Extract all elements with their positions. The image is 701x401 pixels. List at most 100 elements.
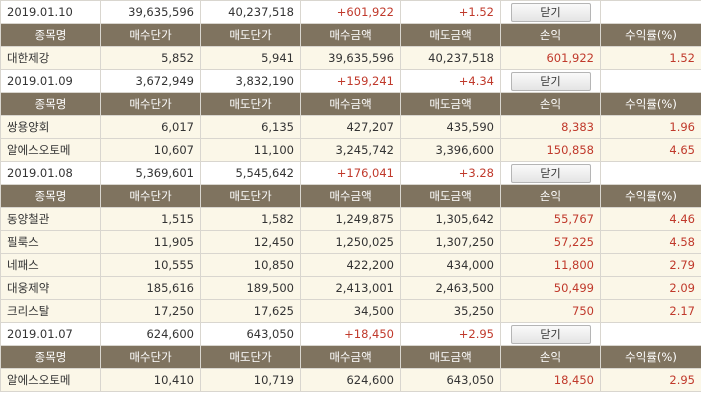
summary-buy-total: 5,369,601 <box>100 161 201 185</box>
summary-date: 2019.01.09 <box>0 69 101 93</box>
date-summary-row: 2019.01.09 3,672,949 3,832,190 +159,241 +4.3… <box>0 69 701 93</box>
sell-price: 6,135 <box>200 115 301 139</box>
sell-amount: 40,237,518 <box>400 46 501 70</box>
return-rate: 1.52 <box>600 46 701 70</box>
profit: 18,450 <box>500 368 601 392</box>
stock-name: 알에스오토메 <box>0 368 101 392</box>
trade-history-table: 2019.01.10 39,635,596 40,237,518 +601,922 +1… <box>0 0 701 392</box>
sell-amount: 435,590 <box>400 115 501 139</box>
stock-row: 필룩스 11,905 12,450 1,250,025 1,307,250 57,225 4… <box>0 230 701 254</box>
summary-sell-total: 40,237,518 <box>200 0 301 24</box>
column-header: 매도금액 <box>400 345 501 369</box>
profit: 601,922 <box>500 46 601 70</box>
buy-price: 6,017 <box>100 115 201 139</box>
close-cell: 닫기 <box>500 69 601 93</box>
summary-buy-total: 39,635,596 <box>100 0 201 24</box>
buy-price: 185,616 <box>100 276 201 300</box>
column-header: 종목명 <box>0 345 101 369</box>
buy-amount: 39,635,596 <box>300 46 401 70</box>
column-header: 매수금액 <box>300 184 401 208</box>
column-header: 매도금액 <box>400 23 501 47</box>
buy-price: 10,607 <box>100 138 201 162</box>
column-header: 매수단가 <box>100 345 201 369</box>
profit: 11,800 <box>500 253 601 277</box>
column-header-row: 종목명 매수단가 매도단가 매수금액 매도금액 손익 수익률(%) <box>0 345 701 369</box>
buy-amount: 1,250,025 <box>300 230 401 254</box>
sell-price: 1,582 <box>200 207 301 231</box>
close-button[interactable]: 닫기 <box>510 163 591 183</box>
column-header-row: 종목명 매수단가 매도단가 매수금액 매도금액 손익 수익률(%) <box>0 92 701 116</box>
column-header: 수익률(%) <box>600 345 701 369</box>
sell-amount: 1,307,250 <box>400 230 501 254</box>
close-cell: 닫기 <box>500 161 601 185</box>
buy-amount: 1,249,875 <box>300 207 401 231</box>
stock-row: 알에스오토메 10,410 10,719 624,600 643,050 18,450 2.… <box>0 368 701 392</box>
column-header: 매수금액 <box>300 92 401 116</box>
sell-price: 10,719 <box>200 368 301 392</box>
return-rate: 4.46 <box>600 207 701 231</box>
date-summary-row: 2019.01.07 624,600 643,050 +18,450 +2.95 닫기 <box>0 322 701 346</box>
sell-price: 10,850 <box>200 253 301 277</box>
buy-price: 17,250 <box>100 299 201 323</box>
sell-amount: 35,250 <box>400 299 501 323</box>
column-header-row: 종목명 매수단가 매도단가 매수금액 매도금액 손익 수익률(%) <box>0 184 701 208</box>
column-header: 손익 <box>500 92 601 116</box>
column-header: 손익 <box>500 345 601 369</box>
buy-amount: 2,413,001 <box>300 276 401 300</box>
sell-amount: 434,000 <box>400 253 501 277</box>
summary-sell-total: 3,832,190 <box>200 69 301 93</box>
stock-row: 크리스탈 17,250 17,625 34,500 35,250 750 2.17 <box>0 299 701 323</box>
stock-name: 대한제강 <box>0 46 101 70</box>
close-cell: 닫기 <box>500 322 601 346</box>
column-header: 수익률(%) <box>600 184 701 208</box>
buy-price: 10,555 <box>100 253 201 277</box>
date-summary-row: 2019.01.08 5,369,601 5,545,642 +176,041 +3.2… <box>0 161 701 185</box>
empty-cell <box>600 322 701 346</box>
return-rate: 4.65 <box>600 138 701 162</box>
column-header: 수익률(%) <box>600 92 701 116</box>
sell-price: 12,450 <box>200 230 301 254</box>
empty-cell <box>600 69 701 93</box>
close-button[interactable]: 닫기 <box>510 2 591 22</box>
buy-price: 10,410 <box>100 368 201 392</box>
sell-amount: 1,305,642 <box>400 207 501 231</box>
column-header: 수익률(%) <box>600 23 701 47</box>
date-summary-row: 2019.01.10 39,635,596 40,237,518 +601,922 +1… <box>0 0 701 24</box>
column-header: 매도단가 <box>200 23 301 47</box>
return-rate: 2.17 <box>600 299 701 323</box>
sell-price: 11,100 <box>200 138 301 162</box>
column-header: 매수금액 <box>300 345 401 369</box>
stock-name: 알에스오토메 <box>0 138 101 162</box>
close-button[interactable]: 닫기 <box>510 324 591 344</box>
close-cell: 닫기 <box>500 0 601 24</box>
stock-row: 쌍용양회 6,017 6,135 427,207 435,590 8,383 1.96 <box>0 115 701 139</box>
empty-cell <box>600 0 701 24</box>
summary-profit: +601,922 <box>300 0 401 24</box>
stock-name: 쌍용양회 <box>0 115 101 139</box>
stock-row: 네패스 10,555 10,850 422,200 434,000 11,800 2.79 <box>0 253 701 277</box>
stock-row: 대한제강 5,852 5,941 39,635,596 40,237,518 601,92… <box>0 46 701 70</box>
return-rate: 1.96 <box>600 115 701 139</box>
sell-price: 5,941 <box>200 46 301 70</box>
return-rate: 4.58 <box>600 230 701 254</box>
summary-sell-total: 5,545,642 <box>200 161 301 185</box>
stock-name: 필룩스 <box>0 230 101 254</box>
summary-date: 2019.01.08 <box>0 161 101 185</box>
column-header: 종목명 <box>0 23 101 47</box>
buy-price: 5,852 <box>100 46 201 70</box>
stock-name: 크리스탈 <box>0 299 101 323</box>
column-header: 매수단가 <box>100 23 201 47</box>
sell-amount: 643,050 <box>400 368 501 392</box>
close-button[interactable]: 닫기 <box>510 71 591 91</box>
column-header: 매도단가 <box>200 92 301 116</box>
summary-rate: +2.95 <box>400 322 501 346</box>
buy-price: 11,905 <box>100 230 201 254</box>
stock-name: 네패스 <box>0 253 101 277</box>
column-header: 매수금액 <box>300 23 401 47</box>
stock-row: 알에스오토메 10,607 11,100 3,245,742 3,396,600 150,… <box>0 138 701 162</box>
summary-date: 2019.01.07 <box>0 322 101 346</box>
profit: 8,383 <box>500 115 601 139</box>
summary-rate: +3.28 <box>400 161 501 185</box>
buy-price: 1,515 <box>100 207 201 231</box>
profit: 57,225 <box>500 230 601 254</box>
